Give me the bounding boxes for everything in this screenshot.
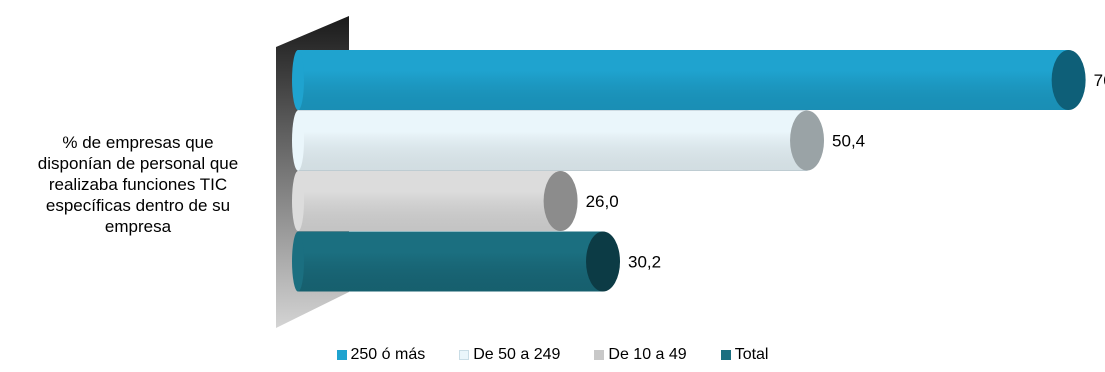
bar-group: 76,3 50,4 26,0 30,2 (292, 50, 1105, 292)
bar-shading-250-m-s (298, 50, 1069, 110)
category-label: % de empresas que disponían de personal … (37, 133, 239, 236)
bar-start-cap-250-m-s (292, 50, 304, 110)
bar-end-cap-de-50-a-249 (790, 110, 825, 171)
value-label-de-50-a-249: 50,4 (832, 132, 865, 151)
legend-swatch-total (720, 350, 731, 360)
bar-shading-de-50-a-249 (298, 110, 808, 171)
legend-swatch-10-a-49 (594, 350, 605, 360)
bar-start-cap-de-10-a-49 (292, 171, 304, 231)
legend-item-50-a-249: De 50 a 249 (459, 346, 560, 364)
legend-item-total: Total (720, 346, 769, 364)
bar-start-cap-de-50-a-249 (292, 110, 304, 171)
legend-swatch-50-a-249 (459, 350, 470, 360)
bar-end-cap-total (586, 231, 621, 292)
bar-end-cap-de-10-a-49 (543, 171, 578, 231)
legend-swatch-250-o-mas (336, 350, 347, 360)
bar-end-cap-250-m-s (1051, 50, 1086, 110)
value-label-de-10-a-49: 26,0 (586, 192, 619, 211)
value-label-total: 30,2 (628, 253, 661, 272)
legend-item-10-a-49: De 10 a 49 (594, 346, 687, 364)
legend-item-250-o-mas: 250 ó más (336, 346, 426, 364)
legend: 250 ó más De 50 a 249 De 10 a 49 Total (0, 346, 1105, 364)
bar-shading-total (298, 231, 604, 292)
bar-shading-de-10-a-49 (298, 171, 561, 231)
legend-label-50-a-249: De 50 a 249 (473, 346, 561, 363)
legend-label-10-a-49: De 10 a 49 (608, 346, 687, 363)
legend-label-total: Total (734, 346, 769, 363)
legend-label-250-o-mas: 250 ó más (350, 346, 426, 363)
value-label-250-m-s: 76,3 (1094, 71, 1105, 90)
bar-start-cap-total (292, 231, 304, 292)
bar-chart: 76,3 50,4 26,0 30,2 (276, 16, 1105, 328)
